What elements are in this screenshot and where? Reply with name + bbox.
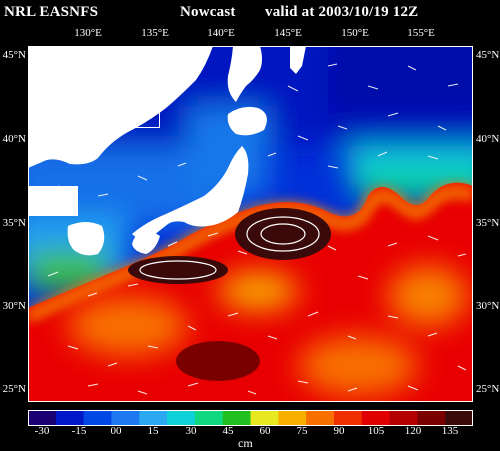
colorbar-swatch [55, 410, 85, 426]
lat-label-45-left: 45°N [2, 49, 26, 61]
warm-shading [68, 266, 468, 396]
vector-scale-arrow-icon [93, 114, 120, 120]
colorbar-swatch [389, 410, 418, 426]
colorbar-swatch [83, 410, 112, 426]
lat-label-25-left: 25°N [2, 383, 26, 395]
cbar-label-m15: -15 [71, 425, 87, 437]
cbar-label-60: 60 [259, 425, 271, 437]
lat-label-35-right: 35°N [476, 217, 500, 229]
land-honshu [132, 146, 249, 240]
lat-label-45-right: 45°N [476, 49, 500, 61]
colorbar-swatch [139, 410, 168, 426]
legend-title: Surface Elevation [48, 62, 139, 76]
product-title: NRL EASNFS [4, 4, 99, 20]
land-asia-mainland [28, 46, 213, 168]
cbar-label-105: 105 [367, 425, 385, 437]
map-frame [28, 46, 473, 402]
colorbar-swatch [111, 410, 140, 426]
cbar-label-15: 15 [147, 425, 159, 437]
cbar-label-75: 75 [296, 425, 308, 437]
land-sakhalin [227, 46, 262, 102]
lon-label-130: 130°E [74, 27, 102, 39]
lon-label-145: 145°E [274, 27, 302, 39]
cbar-label-m30: -30 [34, 425, 50, 437]
colorbar-swatch [306, 410, 335, 426]
eddy-contour-1 [246, 216, 320, 252]
lat-label-25-right: 25°N [476, 383, 500, 395]
land-kurils-north [290, 46, 306, 74]
cbar-label-120: 120 [404, 425, 422, 437]
cbar-label-135: 135 [441, 425, 459, 437]
eddy-core-east [235, 208, 331, 260]
land [28, 46, 306, 256]
lat-label-30-left: 30°N [2, 300, 26, 312]
colorbar-swatch [28, 410, 57, 426]
colorbar-swatch [417, 410, 446, 426]
front-yellow [28, 189, 473, 321]
colorbar-swatch [250, 410, 279, 426]
cbar-label-90: 90 [333, 425, 345, 437]
lat-label-35-left: 35°N [2, 217, 26, 229]
lon-label-135: 135°E [141, 27, 169, 39]
land-korea-south [67, 222, 105, 256]
lon-label-140: 140°E [207, 27, 235, 39]
lon-label-155: 155°E [407, 27, 435, 39]
land-shikoku-kyushu [132, 231, 160, 254]
current-vectors [47, 61, 467, 395]
colorbar-swatch [167, 410, 196, 426]
colorbar-swatch [278, 410, 307, 426]
lat-label-40-right: 40°N [476, 133, 500, 145]
lat-label-30-right: 30°N [476, 300, 500, 312]
vector-scale-label: 20 cm/s [95, 93, 133, 107]
land-korea-peninsula [28, 186, 78, 216]
colorbar-swatch [361, 410, 391, 426]
eddy-contour-3 [139, 260, 217, 280]
land-hokkaido [227, 106, 267, 136]
cbar-label-30: 30 [185, 425, 197, 437]
colorbar-swatch [194, 410, 224, 426]
valid-time: valid at 2003/10/19 12Z [265, 4, 419, 20]
eddy-contour-2 [260, 223, 306, 245]
surface-elevation-map [28, 46, 473, 402]
colorbar-frame [28, 410, 473, 426]
cbar-label-00: 00 [110, 425, 122, 437]
colorbar-swatch [222, 410, 251, 426]
lon-label-150: 150°E [341, 27, 369, 39]
vector-scale-box: 20 cm/s [68, 84, 160, 128]
forecast-type: Nowcast [180, 4, 236, 20]
lat-label-40-left: 40°N [2, 133, 26, 145]
cbar-label-45: 45 [222, 425, 234, 437]
colorbar-swatch [333, 410, 363, 426]
colorbar-unit: cm [238, 436, 253, 450]
colorbar-swatch [445, 410, 473, 426]
front-orange [28, 184, 473, 315]
eddy-deep-red [176, 341, 260, 381]
colorbar [28, 410, 473, 426]
eddy-core-south [128, 256, 228, 284]
